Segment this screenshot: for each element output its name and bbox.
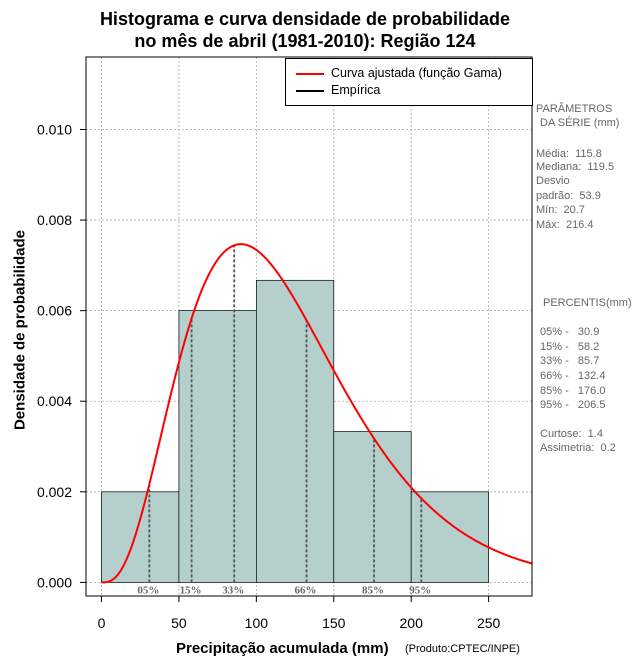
legend-empirical-label: Empírica (331, 83, 381, 97)
histogram-bar (178, 310, 257, 583)
percentile-95: 95% - 206.5 (540, 399, 606, 411)
percentile-lines: 05% 15% 33% 66% 85% 95% (137, 245, 431, 596)
legend-red-line-icon (296, 72, 324, 75)
legend: Curva ajustada (função Gama) Empírica (285, 58, 533, 106)
param-mean: Média: 115.8 (536, 148, 602, 160)
y-tick-label: 0.006 (37, 303, 72, 319)
kurtosis: Curtose: 1.4 (540, 428, 603, 440)
histogram-bar (101, 491, 180, 583)
percentile-label: 95% (409, 584, 431, 596)
x-tick-label: 150 (322, 615, 346, 631)
param-median: Mediana: 119.5 (536, 161, 615, 173)
percentile-05: 05% - 30.9 (540, 326, 600, 338)
legend-item-fitted: Curva ajustada (função Gama) (296, 66, 502, 80)
percentile-label: 33% (222, 584, 244, 596)
skewness: Assimetria: 0.2 (540, 442, 616, 454)
x-tick-label: 200 (400, 615, 424, 631)
percentile-85: 85% - 176.0 (540, 385, 606, 397)
percentile-label: 15% (180, 584, 202, 596)
gamma-curve (101, 243, 533, 584)
legend-item-empirical: Empírica (296, 83, 380, 97)
x-tick-label: 50 (171, 615, 187, 631)
param-sd-label: Desvio (536, 175, 570, 187)
percentile-15: 15% - 58.2 (540, 341, 600, 353)
param-min: Mín: 20.7 (536, 204, 585, 216)
x-axis-label: Precipitação acumulada (mm) (176, 640, 389, 657)
x-tick-label: 250 (477, 615, 501, 631)
percentile-33: 33% - 85.7 (540, 355, 600, 367)
plot-border (85, 56, 533, 597)
y-tick-label: 0.000 (37, 574, 72, 590)
chart-title-line1: Histograma e curva densidade de probabil… (99, 9, 511, 29)
axis-layer: 0 50 100 150 200 250 0.000 0.002 0.004 0.006 0.008… (37, 121, 501, 631)
y-tick-label: 0.004 (37, 393, 72, 409)
x-tick-label: 100 (245, 615, 269, 631)
y-tick-label: 0.008 (37, 212, 72, 228)
product-credit: (Produto:CPTEC/INPE) (405, 643, 520, 655)
legend-fitted-label: Curva ajustada (função Gama) (331, 66, 502, 80)
histogram-bar (333, 431, 412, 583)
y-tick-label: 0.002 (37, 484, 72, 500)
percentile-label: 85% (362, 584, 384, 596)
legend-black-line-icon (296, 89, 324, 92)
param-max: Máx: 216.4 (536, 219, 594, 231)
x-tick-label: 0 (98, 615, 106, 631)
params-header-2: DA SÉRIE (mm) (540, 117, 620, 129)
y-axis-label: Densidade de probabilidade (11, 229, 29, 431)
chart-title-line2: no mês de abril (1981-2010): Região 124 (134, 31, 476, 51)
gamma-curve-layer (101, 243, 533, 584)
y-tick-label: 0.010 (37, 121, 72, 137)
histogram-bar (255, 279, 335, 583)
percentile-66: 66% - 132.4 (540, 370, 606, 382)
param-sd-value: padrão: 53.9 (536, 190, 601, 202)
percentile-label: 66% (295, 584, 317, 596)
percentiles-header: PERCENTIS(mm) (543, 297, 632, 309)
histogram-bar (410, 491, 489, 583)
histogram-bars (101, 279, 489, 583)
params-header-1: PARÂMETROS (536, 103, 613, 115)
percentile-label: 05% (137, 584, 159, 596)
